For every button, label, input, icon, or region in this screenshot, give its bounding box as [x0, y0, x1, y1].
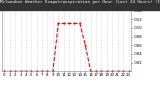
Text: Milwaukee Weather Evapotranspiration per Hour (Last 24 Hours) (Inches): Milwaukee Weather Evapotranspiration per… [0, 0, 160, 4]
